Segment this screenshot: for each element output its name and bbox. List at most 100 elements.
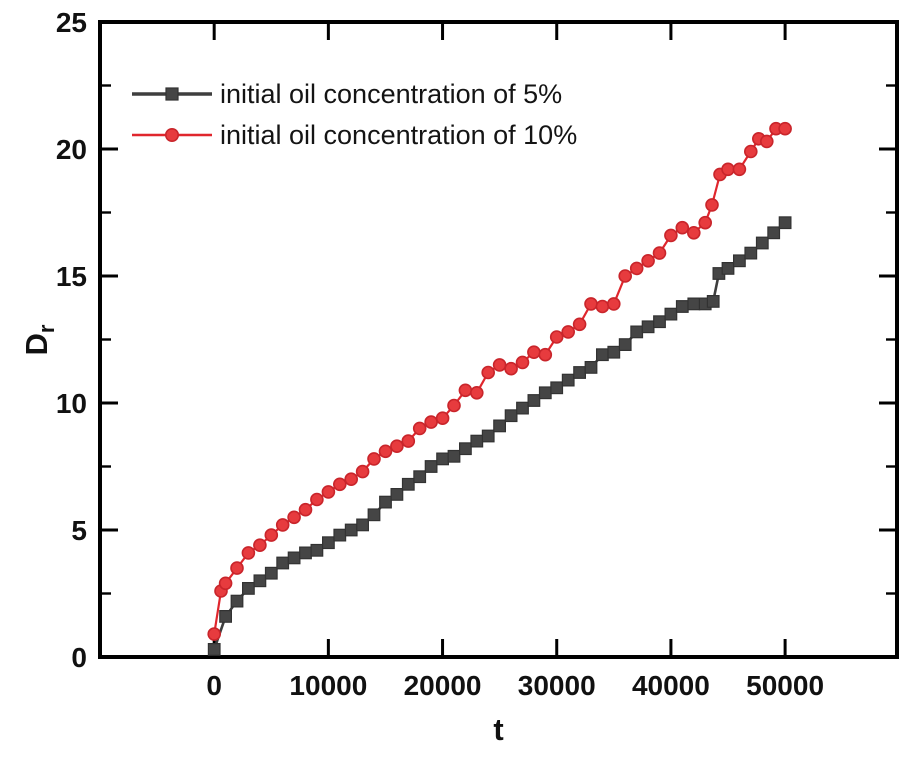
- series-marker-oil5: [664, 307, 678, 321]
- y-axis-tick-label: 10: [56, 388, 87, 419]
- series-marker-oil5: [675, 300, 689, 313]
- series-marker-oil10: [721, 162, 735, 177]
- series-marker-oil5: [630, 325, 644, 339]
- series-marker-oil10: [664, 228, 678, 243]
- series-marker-oil5: [322, 536, 335, 550]
- series-marker-oil10: [458, 383, 473, 398]
- series-marker-oil10: [641, 253, 655, 268]
- series-marker-oil10: [424, 415, 438, 429]
- series-marker-oil5: [516, 401, 529, 415]
- legend-label-oil5: initial oil concentration of 5%: [220, 79, 563, 109]
- series-marker-oil10: [584, 297, 598, 311]
- series-marker-oil10: [572, 317, 587, 332]
- series-marker-oil10: [732, 162, 747, 177]
- legend-label-oil10: initial oil concentration of 10%: [220, 120, 578, 150]
- series-marker-oil10: [469, 385, 484, 400]
- series-marker-oil5: [470, 434, 484, 448]
- series-marker-oil5: [493, 419, 506, 433]
- x-axis-tick-label: 20000: [404, 670, 482, 701]
- series-marker-oil10: [595, 299, 610, 314]
- series-marker-oil5: [447, 449, 461, 463]
- series-marker-oil10: [275, 518, 290, 532]
- series-marker-oil10: [675, 220, 690, 235]
- series-marker-oil5: [310, 543, 324, 557]
- y-axis-tick-label: 15: [56, 261, 87, 292]
- series-marker-oil5: [607, 345, 621, 359]
- series-marker-oil5: [390, 488, 404, 501]
- series-marker-oil5: [230, 594, 244, 608]
- series-marker-oil5: [264, 566, 278, 580]
- series-marker-oil5: [401, 477, 415, 491]
- series-marker-oil10: [481, 365, 496, 380]
- series-marker-oil5: [207, 642, 221, 656]
- x-axis-tick-label: 50000: [746, 670, 824, 701]
- series-marker-oil10: [207, 627, 221, 641]
- series-marker-oil5: [379, 495, 392, 509]
- series-marker-oil10: [287, 510, 301, 525]
- legend-sample-square-icon: [132, 87, 212, 101]
- y-axis-title-main: D: [19, 333, 54, 356]
- series-marker-oil10: [401, 434, 416, 448]
- series-marker-oil5: [755, 236, 769, 250]
- series-marker-oil5: [618, 338, 632, 351]
- series-marker-oil5: [687, 297, 701, 311]
- series-marker-oil10: [447, 398, 461, 413]
- series-marker-oil10: [218, 576, 233, 591]
- series-marker-oil10: [264, 528, 279, 542]
- series-marker-oil10: [561, 325, 576, 339]
- series-marker-oil5: [413, 470, 427, 484]
- series-marker-oil5: [550, 381, 564, 395]
- series-marker-oil5: [276, 556, 290, 570]
- series-marker-oil5: [527, 394, 541, 407]
- series-marker-oil5: [561, 373, 575, 387]
- y-axis-title: Dr: [19, 295, 63, 385]
- series-marker-oil5: [481, 429, 495, 443]
- series-marker-oil10: [378, 444, 393, 459]
- y-axis-tick-label: 5: [71, 515, 87, 546]
- series-marker-oil10: [310, 492, 324, 507]
- series-marker-oil10: [367, 452, 381, 466]
- series-marker-oil5: [333, 528, 347, 542]
- series-marker-oil5: [721, 262, 735, 275]
- series-marker-oil10: [527, 345, 541, 360]
- series-marker-oil5: [641, 320, 655, 334]
- series-marker-oil5: [299, 546, 312, 560]
- legend: initial oil concentration of 5% initial …: [131, 80, 577, 149]
- series-marker-oil10: [538, 347, 553, 362]
- series-marker-oil10: [515, 355, 530, 370]
- series-marker-oil10: [355, 464, 370, 479]
- series-marker-oil5: [744, 246, 758, 260]
- series-marker-oil10: [606, 297, 621, 311]
- series-marker-oil10: [492, 358, 507, 372]
- series-marker-oil10: [549, 330, 564, 344]
- legend-item-oil10: initial oil concentration of 10%: [131, 121, 577, 149]
- series-marker-oil10: [629, 261, 644, 276]
- series-marker-oil10: [504, 361, 518, 376]
- series-line-oil5: [212, 221, 787, 651]
- series-marker-oil5: [253, 574, 267, 588]
- series-marker-oil10: [652, 246, 667, 260]
- y-axis-tick-label: 25: [56, 7, 87, 38]
- series-marker-oil5: [424, 460, 438, 473]
- legend-item-oil5: initial oil concentration of 5%: [131, 80, 577, 108]
- series-marker-oil10: [778, 121, 792, 136]
- series-marker-oil5: [242, 581, 255, 595]
- series-marker-oil10: [412, 421, 427, 436]
- series-marker-oil10: [253, 538, 267, 553]
- series-marker-oil5: [584, 361, 598, 374]
- x-axis-title: t: [493, 712, 504, 747]
- series-marker-oil10: [321, 485, 336, 499]
- x-axis-tick-label: 10000: [289, 670, 367, 701]
- y-axis-tick-label: 20: [56, 134, 87, 165]
- y-axis-tick-label: 0: [71, 642, 87, 673]
- plot-border: [98, 20, 899, 659]
- series-marker-oil5: [538, 386, 552, 400]
- series-marker-oil5: [767, 226, 781, 240]
- series-marker-oil10: [743, 144, 758, 159]
- series-marker-oil5: [219, 609, 233, 623]
- series-marker-oil10: [686, 226, 701, 240]
- series-marker-oil10: [241, 546, 256, 560]
- series-marker-oil10: [390, 439, 404, 454]
- series-marker-oil5: [504, 409, 518, 423]
